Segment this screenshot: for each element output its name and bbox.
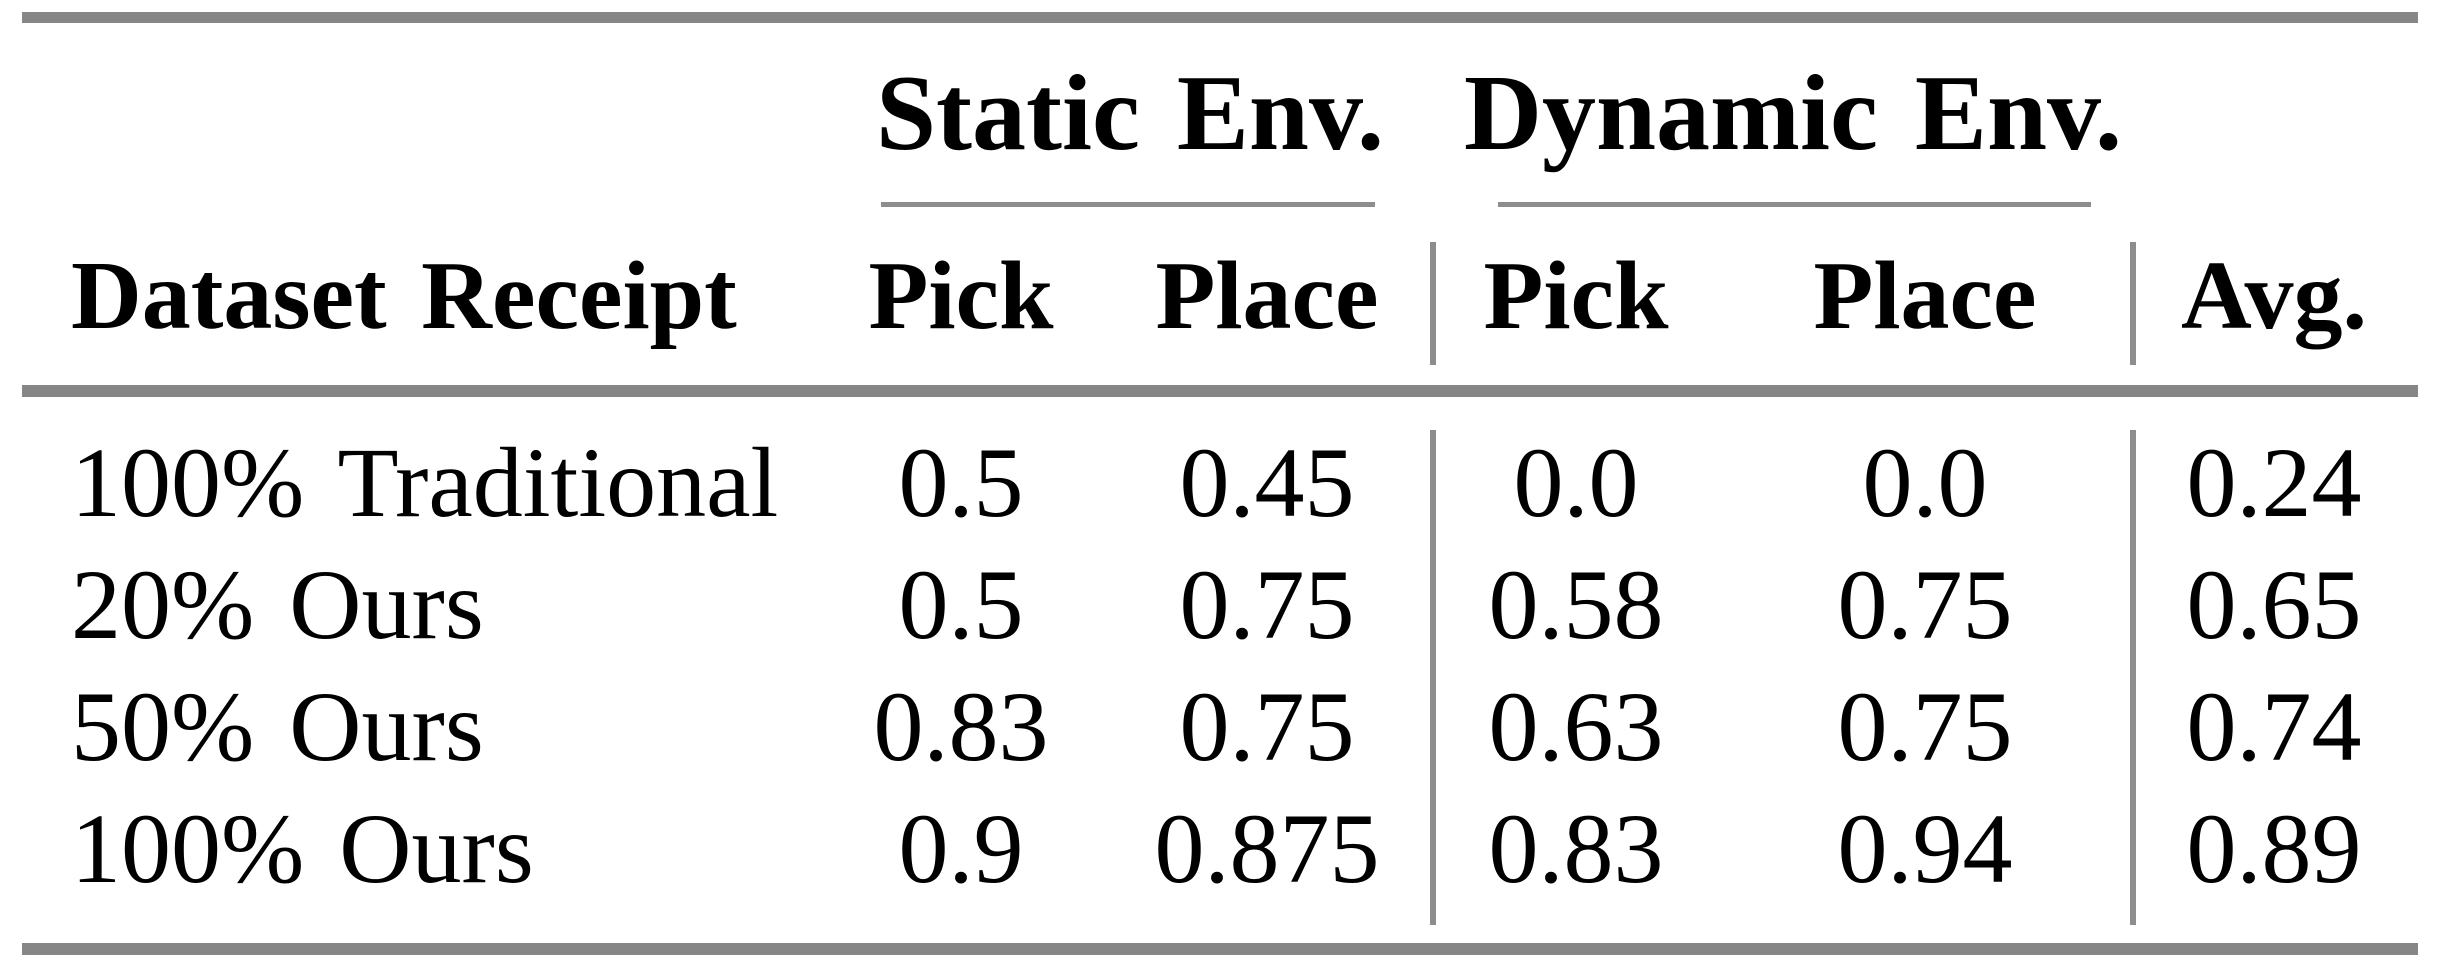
cell-avg: 0.74 bbox=[2186, 671, 2362, 782]
cell-static-pick: 0.5 bbox=[898, 549, 1024, 660]
vertical-rule-dynamic-avg-header bbox=[2130, 242, 2136, 365]
cell-dynamic-place: 0.75 bbox=[1837, 549, 2013, 660]
column-header-dynamic-pick: Pick bbox=[1483, 242, 1669, 350]
column-header-static-place: Place bbox=[1155, 242, 1379, 350]
row-label: 100% Ours bbox=[71, 793, 534, 904]
cell-static-place: 0.75 bbox=[1179, 549, 1355, 660]
column-header-static-pick: Pick bbox=[868, 242, 1054, 350]
cell-dynamic-pick: 0.58 bbox=[1488, 549, 1664, 660]
column-header-avg: Avg. bbox=[2181, 242, 2367, 350]
cell-dynamic-pick: 0.63 bbox=[1488, 671, 1664, 782]
cell-dynamic-place: 0.94 bbox=[1837, 793, 2013, 904]
row-label: 20% Ours bbox=[71, 549, 484, 660]
cell-dynamic-place: 0.0 bbox=[1862, 427, 1988, 538]
row-label: 50% Ours bbox=[71, 671, 484, 782]
cell-static-pick: 0.9 bbox=[898, 793, 1024, 904]
cell-static-place: 0.875 bbox=[1154, 793, 1380, 904]
cell-static-pick: 0.83 bbox=[873, 671, 1049, 782]
cell-dynamic-pick: 0.0 bbox=[1513, 427, 1639, 538]
table-top-rule bbox=[22, 12, 2418, 23]
group-header-dynamic-env: Dynamic Env. bbox=[1463, 54, 2123, 173]
column-header-dataset-receipt: Dataset Receipt bbox=[71, 242, 737, 350]
column-header-dynamic-place: Place bbox=[1813, 242, 2037, 350]
cell-avg: 0.24 bbox=[2186, 427, 2362, 538]
row-label: 100% Traditional bbox=[71, 427, 779, 538]
vertical-rule-dynamic-avg-body bbox=[2130, 430, 2136, 925]
cell-static-pick: 0.5 bbox=[898, 427, 1024, 538]
cell-dynamic-pick: 0.83 bbox=[1488, 793, 1664, 904]
dynamic-env-cmidrule bbox=[1498, 202, 2091, 207]
cell-static-place: 0.75 bbox=[1179, 671, 1355, 782]
table-bottom-rule bbox=[22, 943, 2418, 955]
group-header-static-env: Static Env. bbox=[875, 54, 1385, 173]
cell-dynamic-place: 0.75 bbox=[1837, 671, 2013, 782]
cell-static-place: 0.45 bbox=[1179, 427, 1355, 538]
cell-avg: 0.89 bbox=[2186, 793, 2362, 904]
table-header-rule bbox=[22, 385, 2418, 397]
static-env-cmidrule bbox=[881, 202, 1375, 207]
cell-avg: 0.65 bbox=[2186, 549, 2362, 660]
vertical-rule-static-dynamic-header bbox=[1430, 242, 1436, 365]
vertical-rule-static-dynamic-body bbox=[1430, 430, 1436, 925]
